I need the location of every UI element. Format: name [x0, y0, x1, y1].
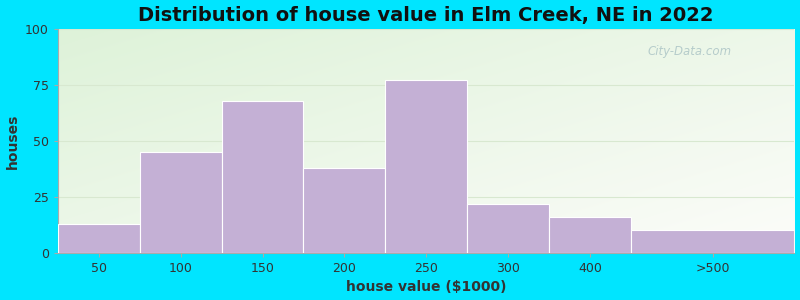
- Y-axis label: houses: houses: [6, 113, 19, 169]
- Text: City-Data.com: City-Data.com: [647, 45, 731, 58]
- Bar: [222, 100, 303, 253]
- Bar: [140, 152, 222, 253]
- X-axis label: house value ($1000): house value ($1000): [346, 280, 506, 294]
- Title: Distribution of house value in Elm Creek, NE in 2022: Distribution of house value in Elm Creek…: [138, 6, 714, 25]
- Bar: [549, 217, 630, 253]
- Bar: [630, 230, 794, 253]
- Bar: [303, 168, 386, 253]
- Bar: [386, 80, 467, 253]
- Bar: [58, 224, 140, 253]
- Bar: [467, 204, 549, 253]
